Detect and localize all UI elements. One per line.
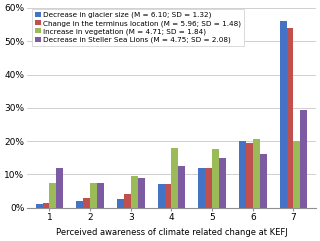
Bar	[239, 141, 246, 208]
Legend: Decrease in glacier size (M = 6.10; SD = 1.32), Change in the terminus location : Decrease in glacier size (M = 6.10; SD =…	[32, 9, 244, 46]
Bar	[253, 140, 260, 208]
Bar	[172, 148, 178, 208]
Bar	[131, 176, 138, 208]
Bar	[219, 158, 226, 208]
Bar	[205, 168, 212, 208]
Bar	[36, 204, 43, 208]
Bar	[117, 199, 124, 208]
Bar	[49, 183, 56, 208]
Bar	[76, 201, 83, 208]
Bar	[164, 184, 172, 208]
Bar	[158, 184, 164, 208]
Bar	[43, 203, 49, 208]
Bar	[300, 109, 307, 208]
Bar	[138, 178, 145, 208]
Bar	[293, 141, 300, 208]
Bar	[178, 166, 185, 208]
Bar	[56, 168, 63, 208]
Bar	[212, 149, 219, 208]
Bar	[246, 143, 253, 208]
X-axis label: Perceived awareness of climate related change at KEFJ: Perceived awareness of climate related c…	[56, 228, 287, 237]
Bar	[286, 28, 293, 208]
Bar	[198, 168, 205, 208]
Bar	[90, 183, 97, 208]
Bar	[260, 154, 267, 208]
Bar	[97, 183, 104, 208]
Bar	[124, 194, 131, 208]
Bar	[280, 21, 286, 208]
Bar	[83, 198, 90, 208]
